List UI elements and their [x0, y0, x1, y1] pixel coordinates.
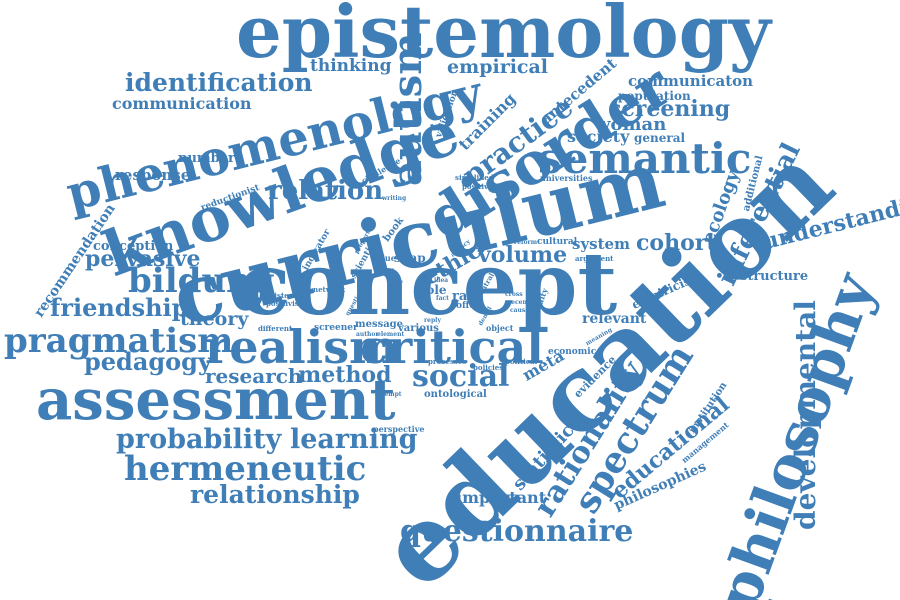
word-fact: fact: [436, 295, 449, 302]
word-relation: relation: [268, 176, 384, 206]
word-semantic: semantic: [538, 134, 752, 183]
word-cultural: cultural: [537, 237, 578, 247]
word-reply: reply: [424, 317, 441, 324]
word-social: social: [412, 359, 510, 394]
word-attempt: attempt: [375, 391, 402, 398]
word-concept: concept: [238, 234, 618, 335]
word-positivism: positivism: [462, 182, 503, 191]
word-role: role: [420, 283, 447, 297]
word-recent: recent: [508, 299, 530, 306]
word-snap: snap: [394, 251, 426, 265]
word-screening: screening: [609, 96, 731, 122]
word-processes: processes: [428, 357, 467, 366]
word-reform: reform: [514, 239, 538, 246]
word-communication: communication: [112, 94, 252, 113]
word-different: different: [258, 324, 293, 333]
word-economic: economic: [548, 347, 597, 357]
word-epistemology: epistemology: [236, 0, 771, 74]
word-woman: woman: [595, 114, 667, 135]
word-important: important: [456, 488, 547, 507]
word-network: network: [313, 285, 346, 294]
word-pragmatism: pragmatism: [4, 321, 234, 361]
word-various: various: [398, 323, 439, 334]
word-developmental: developmental: [789, 300, 822, 530]
word-ontological: ontological: [424, 389, 487, 400]
word-pervasive: pervasive: [85, 246, 201, 272]
word-cohort: cohort: [636, 230, 717, 256]
word-element: element: [377, 331, 405, 338]
word-relevant: relevant: [582, 311, 647, 327]
word-general: general: [634, 131, 686, 145]
word-friendship: friendship: [50, 293, 189, 322]
word-questionnaire: questionnaire: [400, 514, 634, 549]
word-structure: structure: [740, 269, 809, 284]
word-population: population: [618, 89, 691, 103]
word-perspective: perspective: [373, 424, 425, 434]
word-hermeneutic: hermeneutic: [124, 449, 367, 489]
word-thinking: thinking: [310, 56, 392, 76]
word-positivist: positivist: [266, 299, 302, 308]
word-theory: theory: [180, 308, 249, 330]
word-universities: universities: [540, 173, 593, 183]
word-argument: argument: [575, 254, 614, 263]
word-critical: critical: [360, 320, 544, 374]
word-object: object: [486, 323, 514, 333]
word-society: society: [567, 127, 630, 146]
word-conception: conception: [93, 239, 174, 254]
word-offer: offer: [456, 301, 480, 311]
word-causal: causal: [510, 307, 532, 314]
word-race: race: [452, 289, 484, 304]
word-political: political: [505, 357, 538, 366]
word-identification: identification: [125, 68, 313, 97]
word-realism: realism: [205, 320, 398, 374]
word-response: response: [115, 166, 191, 184]
word-assessment: assessment: [36, 367, 396, 433]
word-policies: policies: [473, 363, 504, 372]
word-idea: idea: [434, 277, 449, 284]
word-value: value: [372, 253, 396, 263]
word-number: number: [178, 151, 235, 166]
word-empirical: empirical: [447, 56, 549, 78]
word-communicaton: communicaton: [628, 72, 754, 90]
word-method: method: [298, 362, 392, 388]
word-cross: cross: [505, 291, 523, 298]
word-simplified: simplified: [455, 173, 494, 182]
word-epistemic: epistemic: [265, 291, 303, 300]
word-writing: writing: [382, 195, 407, 202]
word-learning: learning: [290, 424, 418, 455]
word-screener: screener: [314, 323, 358, 333]
word-message: message: [355, 319, 404, 330]
word-volume: volume: [478, 242, 568, 268]
word-pedagogy: pedagogy: [84, 347, 212, 376]
word-research: research: [205, 364, 303, 388]
word-bildung: bildung: [128, 261, 275, 301]
word-system: system: [572, 235, 630, 253]
word-author: author: [356, 331, 379, 338]
word-relationship: relationship: [190, 480, 360, 509]
word-probability: probability: [116, 424, 282, 455]
